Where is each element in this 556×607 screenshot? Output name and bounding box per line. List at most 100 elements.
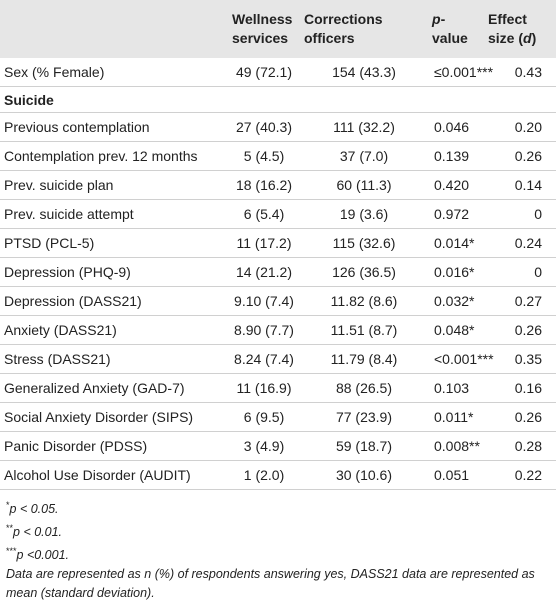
table-row: Sex (% Female) 49 (72.1) 154 (43.3) ≤0.001*… [0,58,556,87]
row-label: Stress (DASS21) [0,344,228,374]
cell: 0.43 [484,58,556,87]
table-row: Suicide [0,86,556,113]
cell: 30 (10.6) [300,460,428,490]
table-row: Generalized Anxiety (GAD-7) 11 (16.9) 88 (… [0,373,556,403]
cell: 0.420 [428,170,484,200]
section-label: Suicide [0,86,556,113]
cell: 11.82 (8.6) [300,286,428,316]
cell: 19 (3.6) [300,199,428,229]
footnote-text: Data are represented as n (%) of respond… [6,567,535,601]
footnotes: *p < 0.05. **p < 0.01. ***p <0.001. Data ar… [0,490,556,603]
column-header [0,0,228,58]
footnote: Data are represented as n (%) of respond… [6,565,552,603]
cell: 11 (17.2) [228,228,300,258]
footnote-mark: ** [6,523,14,534]
footnote: *p < 0.05. [6,496,552,519]
cell: 0.048* [428,315,484,345]
cell: 37 (7.0) [300,141,428,171]
table-row: Prev. suicide plan 18 (16.2) 60 (11.3) 0.42… [0,170,556,200]
cell: 0.014* [428,228,484,258]
footnote-mark: * [6,500,10,510]
header-part: d [523,30,532,46]
cell: 0.22 [484,460,556,490]
cell: 5 (4.5) [228,141,300,171]
table-row: Previous contemplation 27 (40.3) 111 (32.2… [0,112,556,142]
cell: 0.16 [484,373,556,403]
row-label: Depression (DASS21) [0,286,228,316]
table-row: Depression (DASS21) 9.10 (7.4) 11.82 (8.6)… [0,286,556,316]
column-header: Wellness services [228,0,300,58]
row-label: Generalized Anxiety (GAD-7) [0,373,228,403]
table-row: PTSD (PCL-5) 11 (17.2) 115 (32.6) 0.014* 0.2… [0,228,556,258]
cell: 11.51 (8.7) [300,315,428,345]
table-body: Sex (% Female) 49 (72.1) 154 (43.3) ≤0.001*… [0,58,556,490]
cell: 77 (23.9) [300,402,428,432]
cell: 11 (16.9) [228,373,300,403]
cell: ≤0.001*** [428,58,493,87]
cell: 115 (32.6) [300,228,428,258]
row-label: Panic Disorder (PDSS) [0,431,228,461]
cell: 0.14 [484,170,556,200]
cell: 0.103 [428,373,484,403]
cell: 0.26 [484,402,556,432]
table-row: Social Anxiety Disorder (SIPS) 6 (9.5) 77 … [0,402,556,432]
header-part: p [432,11,441,27]
footnote-text: p <0.001. [16,548,69,563]
cell: 9.10 (7.4) [228,286,300,316]
cell: 0.016* [428,257,484,287]
table-row: Stress (DASS21) 8.24 (7.4) 11.79 (8.4) <0.0… [0,344,556,374]
cell: 60 (11.3) [300,170,428,200]
row-label: Sex (% Female) [0,58,228,87]
cell: 6 (5.4) [228,199,300,229]
cell: 0.26 [484,141,556,171]
footnote: ***p <0.001. [6,542,552,565]
row-label: Depression (PHQ-9) [0,257,228,287]
column-header: Corrections officers [300,0,428,58]
cell: 0.27 [484,286,556,316]
table-row: Anxiety (DASS21) 8.90 (7.7) 11.51 (8.7) 0.0… [0,315,556,345]
header-part: Effect size ( [488,11,527,46]
cell: 0.032* [428,286,484,316]
header-part: -value [432,11,468,46]
cell: 0.20 [484,112,556,142]
cell: 0.051 [428,460,484,490]
cell: 6 (9.5) [228,402,300,432]
header-row: Wellness services Corrections officers p-v… [0,0,556,58]
table-row: Depression (PHQ-9) 14 (21.2) 126 (36.5) 0.0… [0,257,556,287]
row-label: Previous contemplation [0,112,228,142]
cell: 1 (2.0) [228,460,300,490]
data-table: Wellness services Corrections officers p-v… [0,0,556,490]
cell: 8.24 (7.4) [228,344,300,374]
cell: <0.001*** [428,344,494,374]
cell: 0.139 [428,141,484,171]
cell: 0.008** [428,431,484,461]
cell: 0.046 [428,112,484,142]
footnote-mark: *** [6,546,17,557]
cell: 3 (4.9) [228,431,300,461]
footnote-text: p < 0.01. [13,525,63,540]
cell: 0.26 [484,315,556,345]
table-row: Panic Disorder (PDSS) 3 (4.9) 59 (18.7) 0.0… [0,431,556,461]
cell: 0.24 [484,228,556,258]
footnote: **p < 0.01. [6,519,552,542]
cell: 14 (21.2) [228,257,300,287]
row-label: Alcohol Use Disorder (AUDIT) [0,460,228,490]
cell: 0.35 [484,344,556,374]
table-row: Prev. suicide attempt 6 (5.4) 19 (3.6) 0.97… [0,199,556,229]
cell: 0 [484,199,556,229]
cell: 0 [484,257,556,287]
row-label: Contemplation prev. 12 months [0,141,228,171]
column-header: p-value [428,0,484,58]
cell: 0.972 [428,199,484,229]
cell: 11.79 (8.4) [300,344,428,374]
table-row: Contemplation prev. 12 months 5 (4.5) 37 (… [0,141,556,171]
cell: 0.011* [428,402,484,432]
column-header: Effect size (d) [484,0,556,58]
footnote-text: p < 0.05. [9,502,59,517]
row-label: Prev. suicide plan [0,170,228,200]
row-label: Social Anxiety Disorder (SIPS) [0,402,228,432]
cell: 88 (26.5) [300,373,428,403]
table-row: Alcohol Use Disorder (AUDIT) 1 (2.0) 30 (1… [0,460,556,490]
cell: 0.28 [484,431,556,461]
